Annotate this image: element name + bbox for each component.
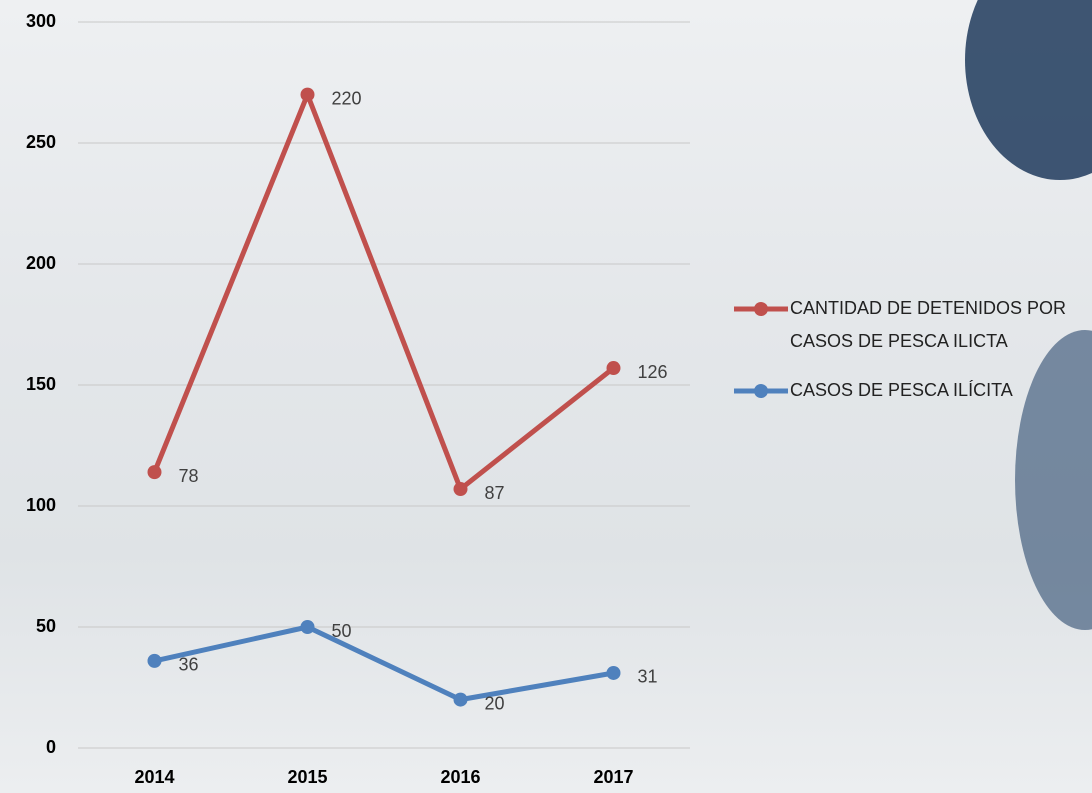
series-line (155, 627, 614, 700)
data-label: 36 (179, 655, 199, 675)
legend-label: CANTIDAD DE DETENIDOS POR CASOS DE PESCA… (790, 292, 1090, 358)
data-label: 87 (485, 483, 505, 503)
series-line (155, 95, 614, 489)
point (607, 666, 621, 680)
data-label: 220 (332, 88, 362, 108)
point (148, 465, 162, 479)
y-tick-label: 300 (26, 11, 56, 31)
y-tick-label: 200 (26, 253, 56, 273)
y-tick-label: 250 (26, 132, 56, 152)
data-label: 50 (332, 621, 352, 641)
point (454, 482, 468, 496)
legend-item: CANTIDAD DE DETENIDOS POR CASOS DE PESCA… (732, 292, 1092, 358)
data-label: 78 (179, 466, 199, 486)
legend: CANTIDAD DE DETENIDOS POR CASOS DE PESCA… (732, 292, 1092, 423)
point (607, 361, 621, 375)
y-tick-label: 100 (26, 495, 56, 515)
y-tick-label: 50 (36, 616, 56, 636)
legend-item: CASOS DE PESCA ILÍCITA (732, 374, 1092, 407)
data-label: 126 (638, 362, 668, 382)
background-shape (965, 0, 1092, 180)
x-tick-label: 2017 (593, 767, 633, 787)
y-tick-label: 0 (46, 737, 56, 757)
data-label: 20 (485, 693, 505, 713)
x-tick-label: 2014 (134, 767, 174, 787)
legend-label: CASOS DE PESCA ILÍCITA (790, 374, 1090, 407)
point (454, 693, 468, 707)
legend-key (732, 374, 790, 407)
point (301, 88, 315, 102)
legend-marker (754, 384, 768, 398)
point (301, 620, 315, 634)
point (148, 654, 162, 668)
legend-marker (754, 302, 768, 316)
data-label: 31 (638, 667, 658, 687)
page: 0 50 100 150 200 250 300 2014 2015 2016 2017 36 50 20… (0, 0, 1092, 793)
legend-key (732, 292, 790, 325)
y-tick-label: 150 (26, 374, 56, 394)
x-tick-label: 2015 (287, 767, 327, 787)
x-tick-label: 2016 (440, 767, 480, 787)
